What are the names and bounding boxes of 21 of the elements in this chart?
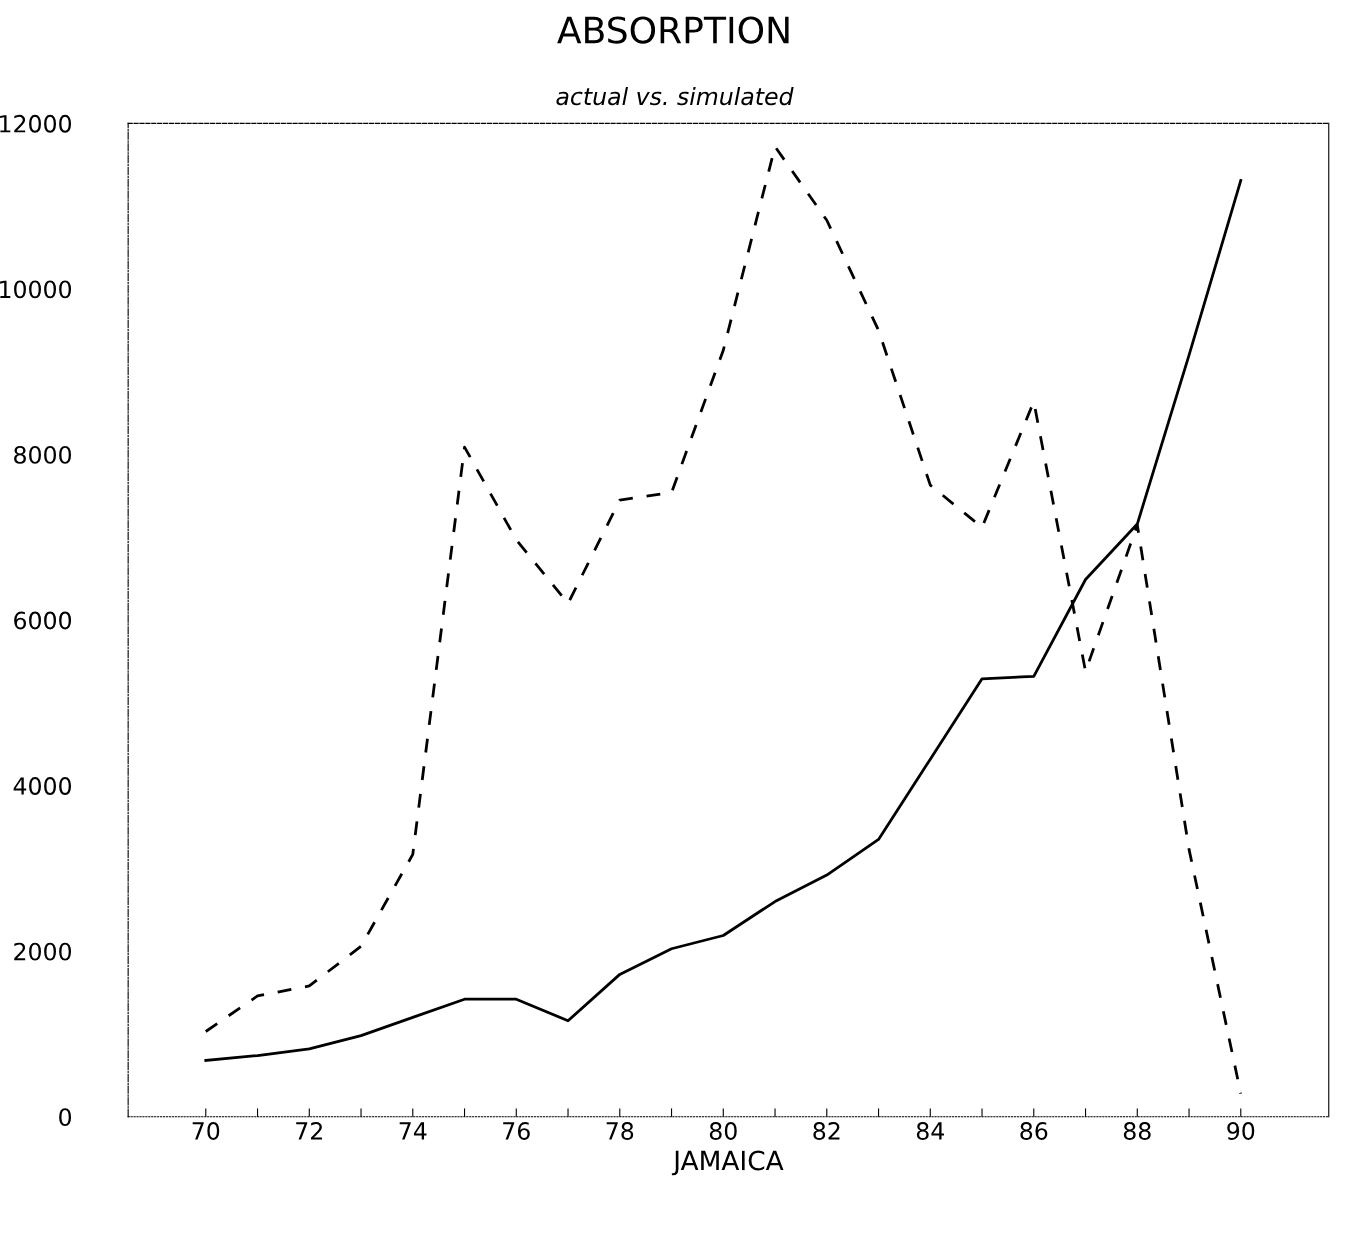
y-tick-label: 0 <box>59 1108 72 1127</box>
x-tick-label: 80 <box>709 1122 737 1140</box>
x-tick-label: 72 <box>296 1122 322 1140</box>
y-tick-label: 8000 <box>14 445 72 464</box>
x-tick-label: 84 <box>916 1122 944 1140</box>
x-tick-label: 82 <box>813 1122 840 1140</box>
x-tick-label: 78 <box>606 1122 634 1140</box>
y-tick-label: 2000 <box>14 942 72 961</box>
y-tick-label: 10000 <box>0 280 72 299</box>
y-tick-label: 4000 <box>13 777 72 795</box>
chart-subtitle: actual vs. simulated <box>556 86 794 106</box>
x-axis-title: JAMAICA <box>671 1150 784 1176</box>
x-tick-label: 90 <box>1227 1122 1255 1140</box>
x-tick-label: 70 <box>192 1122 220 1140</box>
x-tick-label: 76 <box>503 1122 530 1140</box>
y-tick-label: 12000 <box>0 114 72 133</box>
x-tick-label: 74 <box>399 1122 427 1140</box>
y-tick-label: 6000 <box>14 611 72 630</box>
chart-title: ABSORPTION <box>557 16 789 44</box>
x-tick-label: 86 <box>1020 1122 1048 1140</box>
x-tick-label: 88 <box>1123 1122 1151 1140</box>
